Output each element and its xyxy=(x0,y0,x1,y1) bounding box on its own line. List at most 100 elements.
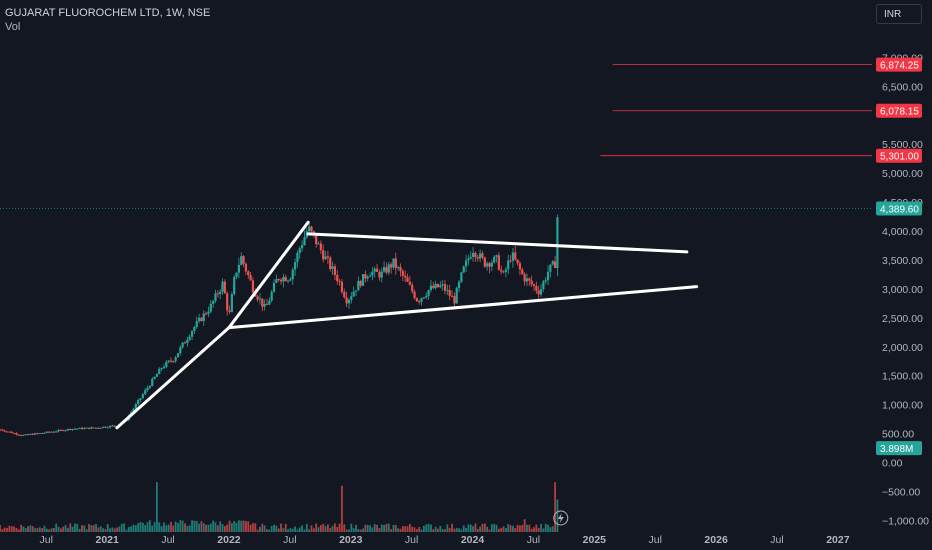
candle-body xyxy=(216,293,219,295)
candle-body xyxy=(219,291,222,295)
time-tick-label: 2021 xyxy=(95,534,119,546)
candle-body xyxy=(10,431,13,434)
volume-bar xyxy=(252,522,254,532)
candle-body xyxy=(446,290,449,292)
candle-body xyxy=(247,271,250,276)
candle-body xyxy=(434,283,437,289)
volume-bar xyxy=(533,527,535,532)
candle-body xyxy=(71,428,74,430)
candle-body xyxy=(240,256,243,265)
flash-icon-bolt xyxy=(557,513,564,523)
candle-body xyxy=(378,271,381,278)
target-tag: 6,874.25 xyxy=(876,57,922,72)
volume-bar xyxy=(369,525,371,532)
candle-body xyxy=(144,390,147,395)
candle-body xyxy=(190,331,194,337)
candle-body xyxy=(535,285,538,291)
volume-bar xyxy=(273,524,275,532)
candle-body xyxy=(390,264,393,268)
candle-body xyxy=(385,267,388,273)
candle-body xyxy=(544,280,547,282)
rally-leg xyxy=(227,220,310,330)
volume-bar xyxy=(362,528,364,532)
candle-body xyxy=(90,427,93,429)
candle-body xyxy=(270,291,273,301)
volume-bar xyxy=(423,525,425,532)
volume-bar xyxy=(170,521,172,532)
volume-bar xyxy=(71,526,74,532)
price-tick-label: 5,000.00 xyxy=(882,168,923,180)
volume-bar xyxy=(469,524,472,532)
candle-body xyxy=(101,426,105,428)
volume-bar xyxy=(163,522,165,532)
candle-body xyxy=(92,427,95,429)
volume-bar xyxy=(537,527,540,532)
price-tick-label: 500.00 xyxy=(882,429,914,441)
candle-body xyxy=(19,435,23,437)
volume-bar xyxy=(99,526,102,532)
volume-bar xyxy=(343,524,346,532)
volume-bar xyxy=(462,525,465,532)
volume-bar xyxy=(212,520,215,532)
volume-bar xyxy=(355,524,357,532)
volume-bar xyxy=(291,528,294,532)
volume-bar xyxy=(90,525,93,532)
candle-body xyxy=(500,269,503,272)
volume-bar xyxy=(221,523,224,532)
volume-bar xyxy=(394,524,397,532)
candle-body xyxy=(106,427,109,429)
volume-bar xyxy=(165,525,168,532)
time-tick-label: 2024 xyxy=(461,534,485,546)
candle-body xyxy=(249,275,252,281)
candle-body xyxy=(352,291,355,297)
candle-body xyxy=(401,271,404,276)
volume-bar xyxy=(432,529,435,532)
candle-body xyxy=(139,398,142,400)
volume-bar xyxy=(106,524,109,532)
volume-bar xyxy=(219,521,222,532)
candle-body xyxy=(263,303,266,307)
volume-bar xyxy=(158,522,161,532)
candle-body xyxy=(361,274,365,286)
volume-bar xyxy=(526,524,528,532)
volume-bar xyxy=(530,528,533,532)
last-price-tag-label: 4,389.60 xyxy=(880,204,919,215)
candle-body xyxy=(165,361,168,367)
volume-bar xyxy=(275,525,278,532)
volume-bar xyxy=(41,528,44,532)
volume-bar xyxy=(184,523,186,532)
candle-body xyxy=(237,264,240,273)
price-tick-label: 1,000.00 xyxy=(882,400,923,412)
candle-body xyxy=(5,431,9,433)
volume-bar xyxy=(554,482,556,532)
volume-bar xyxy=(341,485,343,532)
currency-button[interactable]: INR xyxy=(876,4,922,24)
candle-body xyxy=(141,394,144,399)
candle-body xyxy=(375,268,379,272)
volume-bar xyxy=(223,526,226,532)
volume-bar xyxy=(500,528,503,532)
candle-body xyxy=(289,279,292,281)
volume-bar xyxy=(415,529,418,532)
volume-bar xyxy=(3,527,6,532)
candle-body xyxy=(310,226,313,232)
volume-bar xyxy=(465,527,467,532)
candle-body xyxy=(338,281,341,283)
candle-body xyxy=(261,298,264,307)
volume-bar xyxy=(141,522,144,532)
volume-bar xyxy=(242,520,245,532)
candle-body xyxy=(537,290,540,295)
volume-bar xyxy=(156,482,158,532)
volume-bar xyxy=(233,520,236,532)
candle-body xyxy=(408,281,411,285)
volume-bar xyxy=(167,524,170,532)
volume-bar xyxy=(259,526,261,532)
volume-bar xyxy=(8,525,11,532)
candle-body xyxy=(233,276,236,295)
volume-bar xyxy=(216,525,219,532)
volume-bar xyxy=(24,528,27,532)
volume-bar xyxy=(305,524,308,532)
volume-bar xyxy=(502,526,505,532)
volume-bar xyxy=(148,520,151,532)
